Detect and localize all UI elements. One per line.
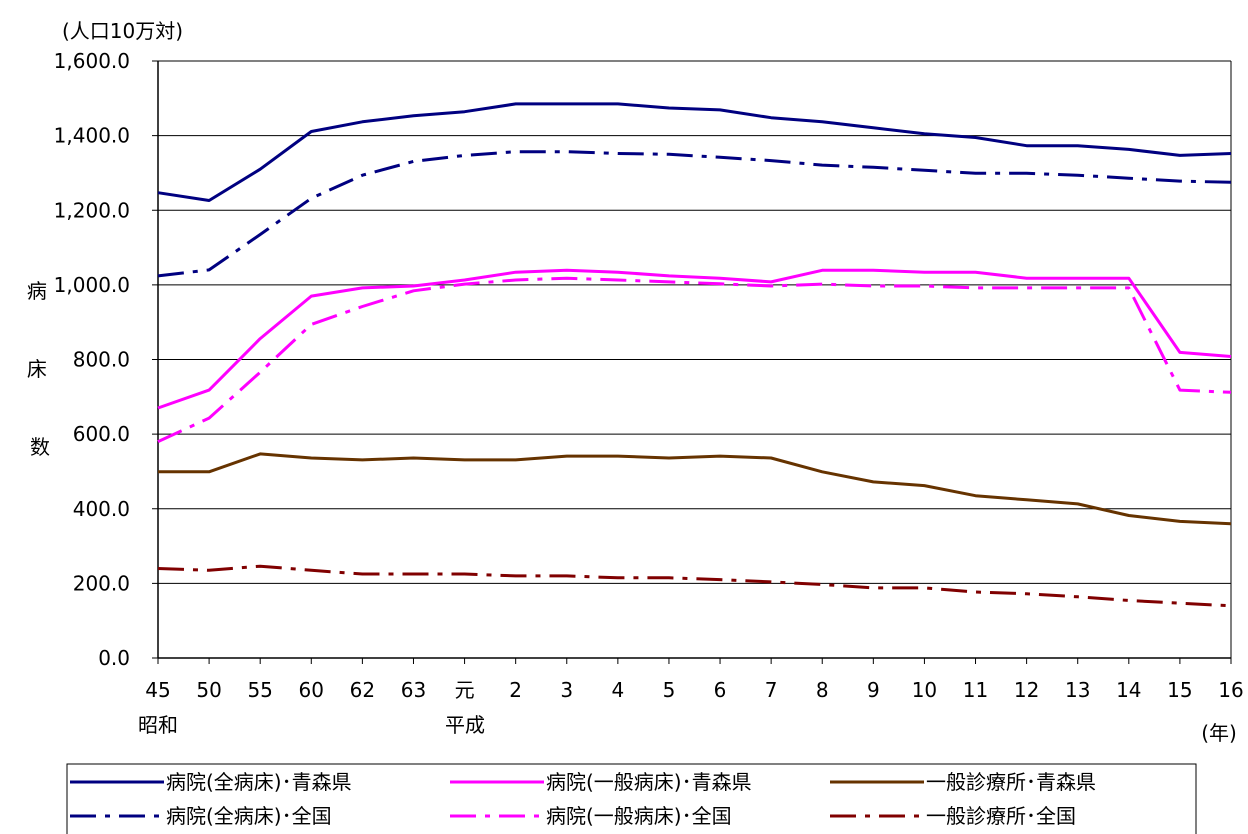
x-tick-label: 16: [1218, 678, 1243, 702]
legend-label: 病院(一般病床)･青森県: [546, 770, 752, 794]
x-tick-label: 12: [1014, 678, 1039, 702]
x-tick-label: 2: [509, 678, 522, 702]
x-tick-label: 45: [145, 678, 170, 702]
y-tick-label: 1,200.0: [54, 198, 130, 222]
y-unit-label: (人口10万対): [62, 19, 183, 43]
y-tick-label: 600.0: [73, 422, 130, 446]
x-tick-labels: 45 50 55 60 62 63 元 2 3 4 5 6 7 8 9 10 11 12 13 14 15 16: [145, 658, 1244, 702]
y-tick-label: 1,000.0: [54, 273, 130, 297]
y-tick-label: 400.0: [73, 497, 130, 521]
series-line: [158, 452, 1232, 526]
grid-lines: [152, 60, 1231, 659]
y-tick-label: 1,600.0: [54, 49, 130, 73]
x-tick-label: 15: [1167, 678, 1192, 702]
series-line: [157, 276, 1232, 443]
legend-box: [66, 763, 1197, 834]
x-tick-label: 6: [714, 678, 727, 702]
x-tick-label: 55: [247, 678, 272, 702]
x-tick-label: 3: [560, 678, 573, 702]
x-tick-label: 8: [816, 678, 829, 702]
series-line: [157, 268, 1232, 410]
y-axis-label-char: 病: [27, 279, 47, 303]
y-tick-label: 0.0: [98, 646, 130, 670]
y-tick-labels: 0.0 200.0 400.0 600.0 800.0 1,000.0 1,200.0 1,4…: [54, 49, 130, 670]
y-axis-label-char: 数: [30, 435, 50, 459]
y-tick-label: 800.0: [73, 348, 130, 372]
series-line: [157, 564, 1232, 608]
x-tick-label: 9: [867, 678, 880, 702]
legend-label: 病院(全病床)･全国: [166, 804, 332, 828]
x-tick-label: 13: [1065, 678, 1090, 702]
x-unit-label: (年): [1201, 721, 1237, 745]
x-tick-label: 11: [963, 678, 988, 702]
x-tick-label: 14: [1116, 678, 1141, 702]
x-tick-label: 10: [912, 678, 937, 702]
series-lines: [157, 102, 1232, 608]
x-era-label-heisei: 平成: [445, 713, 485, 737]
x-tick-label: 62: [350, 678, 375, 702]
x-era-label-showa: 昭和: [138, 713, 178, 737]
legend-label: 一般診療所･青森県: [926, 770, 1096, 794]
series-line: [157, 150, 1232, 278]
x-tick-label: 4: [611, 678, 624, 702]
y-tick-label: 200.0: [73, 571, 130, 595]
y-axis-label: 病 床 数: [27, 279, 53, 459]
legend-label: 一般診療所･全国: [926, 804, 1076, 828]
x-tick-label: 63: [401, 678, 426, 702]
axes: [157, 60, 1232, 659]
x-tick-label: 60: [299, 678, 324, 702]
legend-label: 病院(全病床)･青森県: [166, 770, 352, 794]
x-tick-label: 50: [196, 678, 221, 702]
series-line: [157, 102, 1232, 202]
y-tick-label: 1,400.0: [54, 124, 130, 148]
x-tick-label: 元: [455, 678, 475, 702]
x-tick-label: 5: [663, 678, 676, 702]
legend-label: 病院(一般病床)･全国: [546, 804, 732, 828]
y-axis-label-char: 床: [27, 357, 47, 381]
x-tick-label: 7: [765, 678, 778, 702]
